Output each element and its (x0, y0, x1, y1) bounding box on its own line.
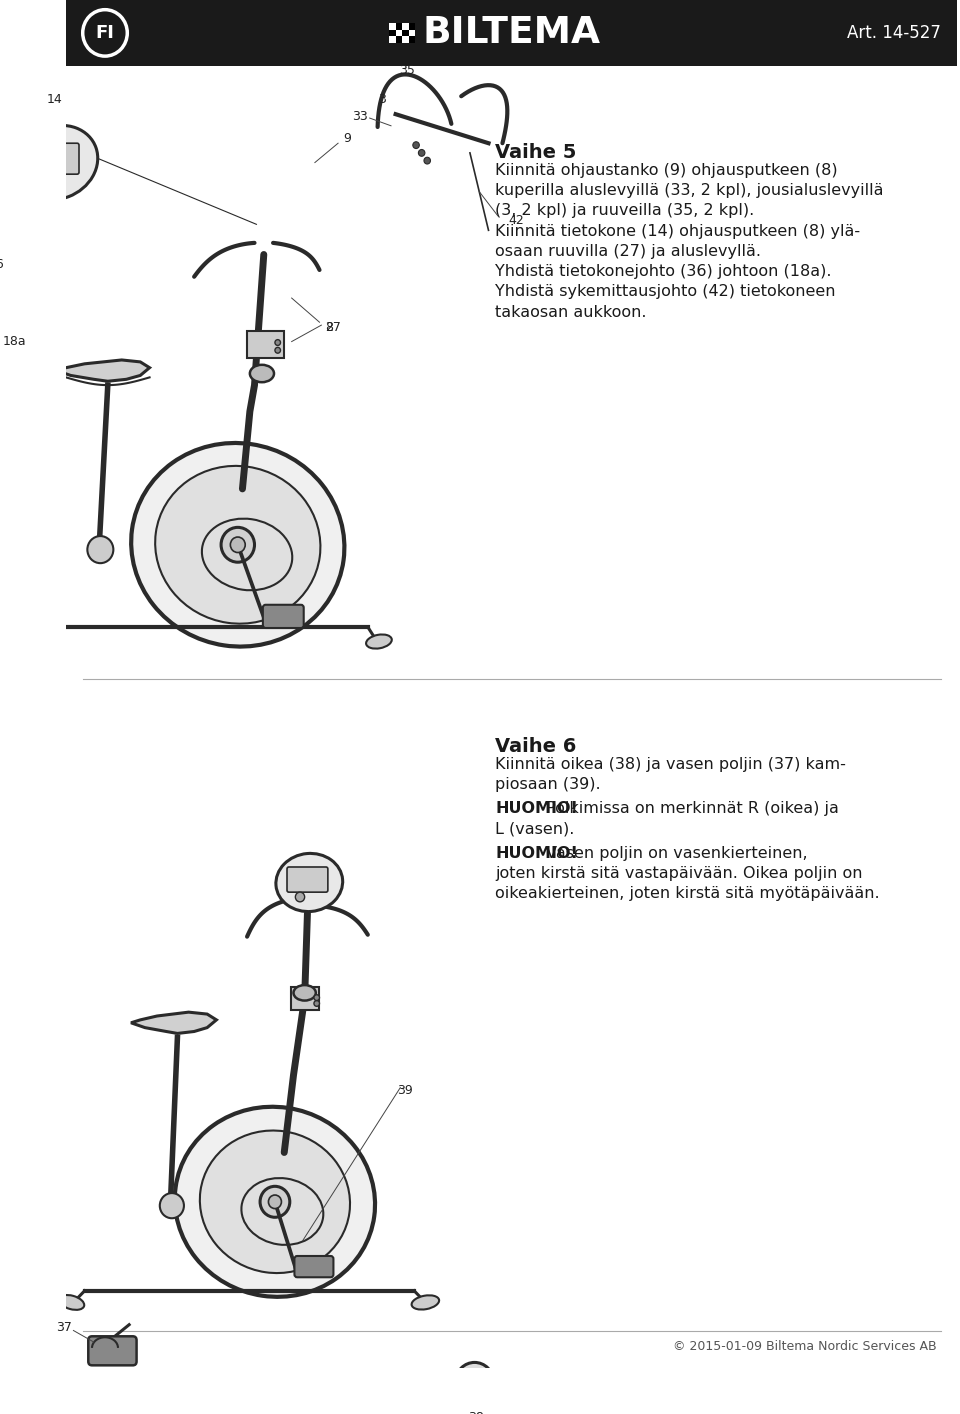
Ellipse shape (294, 986, 316, 1001)
Text: (3, 2 kpl) ja ruuveilla (35, 2 kpl).: (3, 2 kpl) ja ruuveilla (35, 2 kpl). (495, 204, 755, 218)
Circle shape (424, 157, 430, 164)
Text: 33: 33 (352, 110, 369, 123)
Text: Kiinnitä tietokone (14) ohjausputkeen (8) ylä-: Kiinnitä tietokone (14) ohjausputkeen (8… (495, 223, 860, 239)
Circle shape (275, 348, 280, 354)
FancyBboxPatch shape (287, 867, 328, 892)
Text: HUOMIO!: HUOMIO! (495, 802, 578, 816)
Text: piosaan (39).: piosaan (39). (495, 778, 601, 792)
Circle shape (269, 1195, 281, 1209)
Text: 42: 42 (509, 214, 524, 228)
Text: FI: FI (96, 24, 114, 42)
Bar (389, 23, 396, 30)
Circle shape (314, 994, 320, 1001)
Text: 36: 36 (0, 257, 4, 270)
Ellipse shape (175, 1107, 375, 1297)
Text: 8: 8 (324, 321, 333, 334)
FancyBboxPatch shape (29, 143, 79, 174)
Text: 17: 17 (112, 1338, 133, 1356)
Text: 27: 27 (325, 321, 342, 334)
Text: 3: 3 (378, 93, 386, 106)
Bar (402, 23, 409, 30)
Polygon shape (131, 1012, 216, 1034)
Text: Polkimissa on merkinnät R (oikea) ja: Polkimissa on merkinnät R (oikea) ja (541, 802, 839, 816)
Bar (389, 37, 396, 42)
Text: 39: 39 (397, 1085, 413, 1097)
Text: Kiinnitä ohjaustanko (9) ohjausputkeen (8): Kiinnitä ohjaustanko (9) ohjausputkeen (… (495, 163, 838, 178)
Circle shape (296, 892, 304, 902)
Circle shape (275, 339, 280, 345)
Bar (396, 37, 402, 42)
Text: BILTEMA: BILTEMA (422, 16, 601, 51)
Circle shape (419, 150, 425, 157)
Text: Vaihe 6: Vaihe 6 (495, 737, 576, 756)
Text: takaosan aukkoon.: takaosan aukkoon. (495, 305, 646, 320)
Text: © 2015-01-09 Biltema Nordic Services AB: © 2015-01-09 Biltema Nordic Services AB (673, 1340, 937, 1353)
Bar (402, 37, 409, 42)
Text: oikeakierteinen, joten kirstä sitä myötäpäivään.: oikeakierteinen, joten kirstä sitä myötä… (495, 887, 879, 901)
Text: Vasen poljin on vasenkierteinen,: Vasen poljin on vasenkierteinen, (541, 846, 808, 861)
Text: 38: 38 (468, 1411, 485, 1414)
Bar (409, 37, 415, 42)
FancyBboxPatch shape (263, 605, 303, 628)
Bar (409, 30, 415, 37)
Text: joten kirstä sitä vastapäivään. Oikea poljin on: joten kirstä sitä vastapäivään. Oikea po… (495, 865, 862, 881)
Ellipse shape (466, 1372, 484, 1390)
Ellipse shape (200, 1131, 350, 1273)
Circle shape (260, 1186, 290, 1217)
Circle shape (470, 1376, 479, 1386)
Text: Yhdistä tietokonejohto (36) johtoon (18a).: Yhdistä tietokonejohto (36) johtoon (18a… (495, 264, 831, 279)
Text: Art. 14-527: Art. 14-527 (847, 24, 941, 42)
Ellipse shape (156, 465, 321, 624)
Text: 37: 37 (57, 1321, 72, 1333)
Text: HUOMIO!: HUOMIO! (495, 846, 578, 861)
Bar (402, 30, 409, 37)
Ellipse shape (132, 443, 345, 646)
Circle shape (37, 174, 48, 185)
Text: Kiinnitä oikea (38) ja vasen poljin (37) kam-: Kiinnitä oikea (38) ja vasen poljin (37)… (495, 756, 846, 772)
Circle shape (314, 1001, 320, 1007)
Text: kuperilla aluslevyillä (33, 2 kpl), jousialuslevyillä: kuperilla aluslevyillä (33, 2 kpl), jous… (495, 182, 883, 198)
Text: Yhdistä sykemittausjohto (42) tietokoneen: Yhdistä sykemittausjohto (42) tietokonee… (495, 284, 835, 300)
Ellipse shape (456, 1363, 493, 1400)
FancyBboxPatch shape (295, 1256, 333, 1277)
Bar (389, 30, 396, 37)
Text: 9: 9 (344, 132, 351, 144)
Ellipse shape (59, 1295, 84, 1309)
Circle shape (87, 536, 113, 563)
Text: osaan ruuvilla (27) ja aluslevyllä.: osaan ruuvilla (27) ja aluslevyllä. (495, 243, 761, 259)
Bar (291, 987, 319, 1010)
Text: 18a: 18a (3, 335, 27, 348)
Circle shape (221, 527, 254, 563)
Circle shape (230, 537, 245, 553)
Text: L (vasen).: L (vasen). (495, 822, 574, 837)
Ellipse shape (276, 854, 343, 912)
Circle shape (159, 1193, 184, 1219)
Bar (396, 23, 402, 30)
Bar (396, 30, 402, 37)
Circle shape (413, 141, 420, 148)
Text: 35: 35 (398, 64, 415, 78)
Bar (247, 331, 284, 358)
Text: 14: 14 (47, 93, 62, 106)
Polygon shape (57, 361, 150, 382)
Bar (409, 23, 415, 30)
Ellipse shape (412, 1295, 439, 1309)
FancyBboxPatch shape (88, 1336, 136, 1366)
Bar (66, 0, 957, 66)
Ellipse shape (15, 126, 98, 199)
Ellipse shape (366, 635, 392, 649)
Ellipse shape (0, 633, 23, 648)
Ellipse shape (250, 365, 274, 382)
Text: Vaihe 5: Vaihe 5 (495, 143, 576, 163)
